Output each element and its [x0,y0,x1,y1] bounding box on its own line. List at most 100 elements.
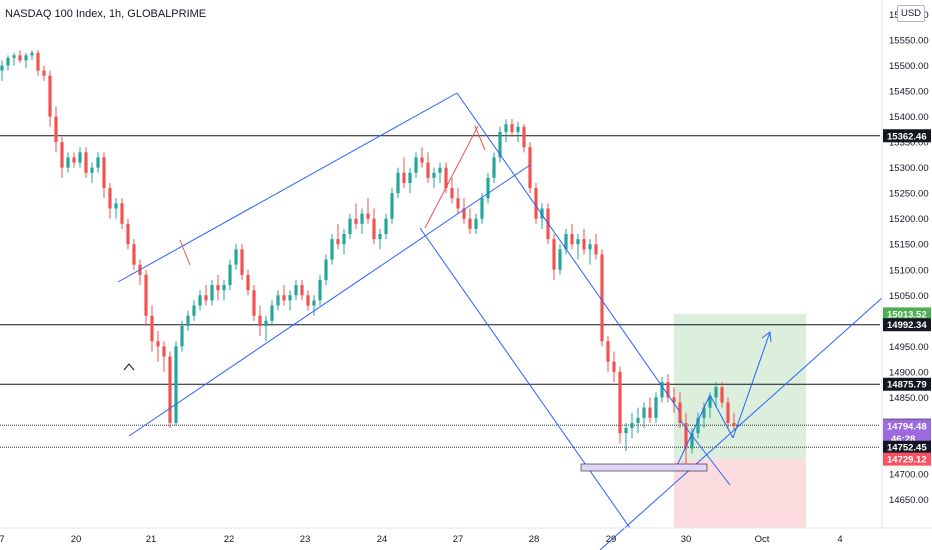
candle [594,234,598,260]
candle [180,320,184,352]
candle [408,167,412,194]
price-tick-label: 15500.00 [889,61,929,72]
candle [384,213,388,240]
candle [294,279,298,301]
candle [288,290,292,311]
candle [456,188,460,214]
candle [378,228,382,250]
candle [534,182,538,224]
candle [606,336,610,372]
price-tick-label: 15150.00 [889,240,929,251]
candle [246,269,250,296]
candle [486,172,490,204]
candle [504,119,508,143]
candle [480,193,484,224]
candle [720,382,724,408]
candle [162,341,166,372]
candle [390,188,394,224]
candle [420,147,424,168]
time-tick-label: 4 [837,534,842,545]
time-tick-label: 22 [224,534,235,545]
candle [204,285,208,306]
candle [0,60,4,81]
candle [492,152,496,183]
candle [216,274,220,301]
candle [318,274,322,306]
candle [6,55,10,71]
candle [54,106,58,153]
candle [48,70,52,127]
candle [690,428,694,454]
price-badge[interactable]: 15362.46 [883,129,931,143]
candle [336,223,340,250]
projection-arrow[interactable] [732,331,771,439]
price-badge[interactable]: 14729.12 [883,452,931,466]
price-badge[interactable]: 14875.79 [883,377,931,391]
candle [24,52,28,69]
price-badge[interactable]: 14752.45 [883,440,931,454]
candle [630,412,634,439]
swing-line-1[interactable] [179,239,191,266]
candle [438,162,442,183]
candle [678,392,682,429]
candle [414,152,418,178]
candle [228,259,232,291]
candle [528,142,532,194]
candle [672,387,676,413]
candle [252,285,256,321]
wedge-line-b[interactable] [709,394,734,439]
falling-channel-upper[interactable] [456,92,681,413]
candle [36,50,40,76]
candle [576,234,580,260]
candle [642,402,646,429]
price-tick-label: 14650.00 [889,495,929,506]
time-axis[interactable]: 7 20 21 22 23 24 27 28 29 30 Oct 4 [0,534,843,545]
currency-selector[interactable]: USD [897,5,925,22]
price-tick-label: 14950.00 [889,342,929,353]
price-badge-label: 15013.52 [887,309,927,320]
target-zone[interactable] [674,313,806,460]
candle [264,315,268,342]
candle [306,290,310,311]
swing-line-3[interactable] [474,125,486,151]
candle [72,152,76,168]
time-tick-label: 23 [300,534,311,545]
price-badge-label: 15362.46 [887,131,927,142]
price-tick-label: 15350.00 [889,138,929,149]
price-tick-label: 14850.00 [889,393,929,404]
candle [324,254,328,286]
candle [12,52,16,66]
rising-channel-lower[interactable] [128,164,531,437]
price-tick-label: 15250.00 [889,189,929,200]
candle [450,177,454,204]
rising-channel-upper[interactable] [117,92,458,283]
highlight-zone[interactable] [580,463,708,472]
price-badge[interactable]: 15013.52 [883,307,931,321]
wedge-line-c[interactable] [679,419,731,486]
candle [96,152,100,173]
candle [198,290,202,311]
candle [636,407,640,434]
candle [300,279,304,301]
candle [726,397,730,429]
candle [120,198,124,229]
candle [570,223,574,250]
candle [312,295,316,316]
candle [84,147,88,178]
candle [66,152,70,173]
swing-line-2[interactable] [424,125,479,229]
time-tick-label: 21 [146,534,157,545]
candle [654,392,658,423]
falling-channel-lower[interactable] [419,227,631,529]
support-trendline[interactable] [599,297,883,550]
candle [192,300,196,321]
wedge-line-a[interactable] [674,394,711,471]
candle [540,203,544,229]
candle [132,239,136,270]
candle [612,351,616,383]
marker-arrow [123,363,135,371]
price-badge[interactable]: 14992.34 [883,318,931,332]
candle [126,218,130,250]
